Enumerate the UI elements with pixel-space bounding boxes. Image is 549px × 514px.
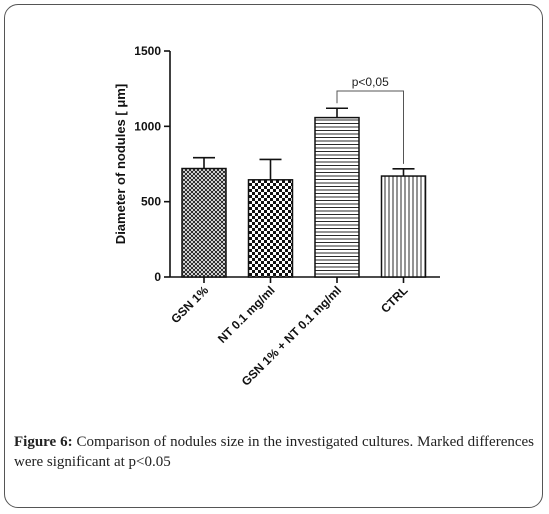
y-tick-label-1: 500 (141, 195, 161, 209)
caption-text: Comparison of nodules size in the invest… (14, 434, 534, 470)
significance-label: p<0,05 (352, 75, 389, 89)
significance-bracket (336, 90, 404, 164)
caption-label: Figure 6: (14, 434, 73, 450)
y-tick-label-0: 0 (154, 270, 161, 284)
figure-caption: Figure 6: Comparison of nodules size in … (14, 432, 534, 472)
bar-2 (314, 116, 360, 278)
y-axis-title: Diameter of nodules [ μm] (113, 84, 128, 244)
bar-chart: 0 500 1000 1500 Diameter of nodules [ μm] GSN… (113, 44, 440, 389)
y-tick-label-3: 1500 (134, 44, 161, 58)
category-label-3: CTRL (378, 283, 411, 316)
bar-0 (181, 167, 227, 278)
bars (181, 107, 427, 278)
bar-3 (380, 175, 427, 278)
category-label-1: NT 0.1 mg/ml (215, 283, 278, 346)
category-label-0: GSN 1% (168, 283, 211, 326)
y-tick-label-2: 1000 (134, 119, 161, 133)
bar-1 (247, 179, 294, 278)
